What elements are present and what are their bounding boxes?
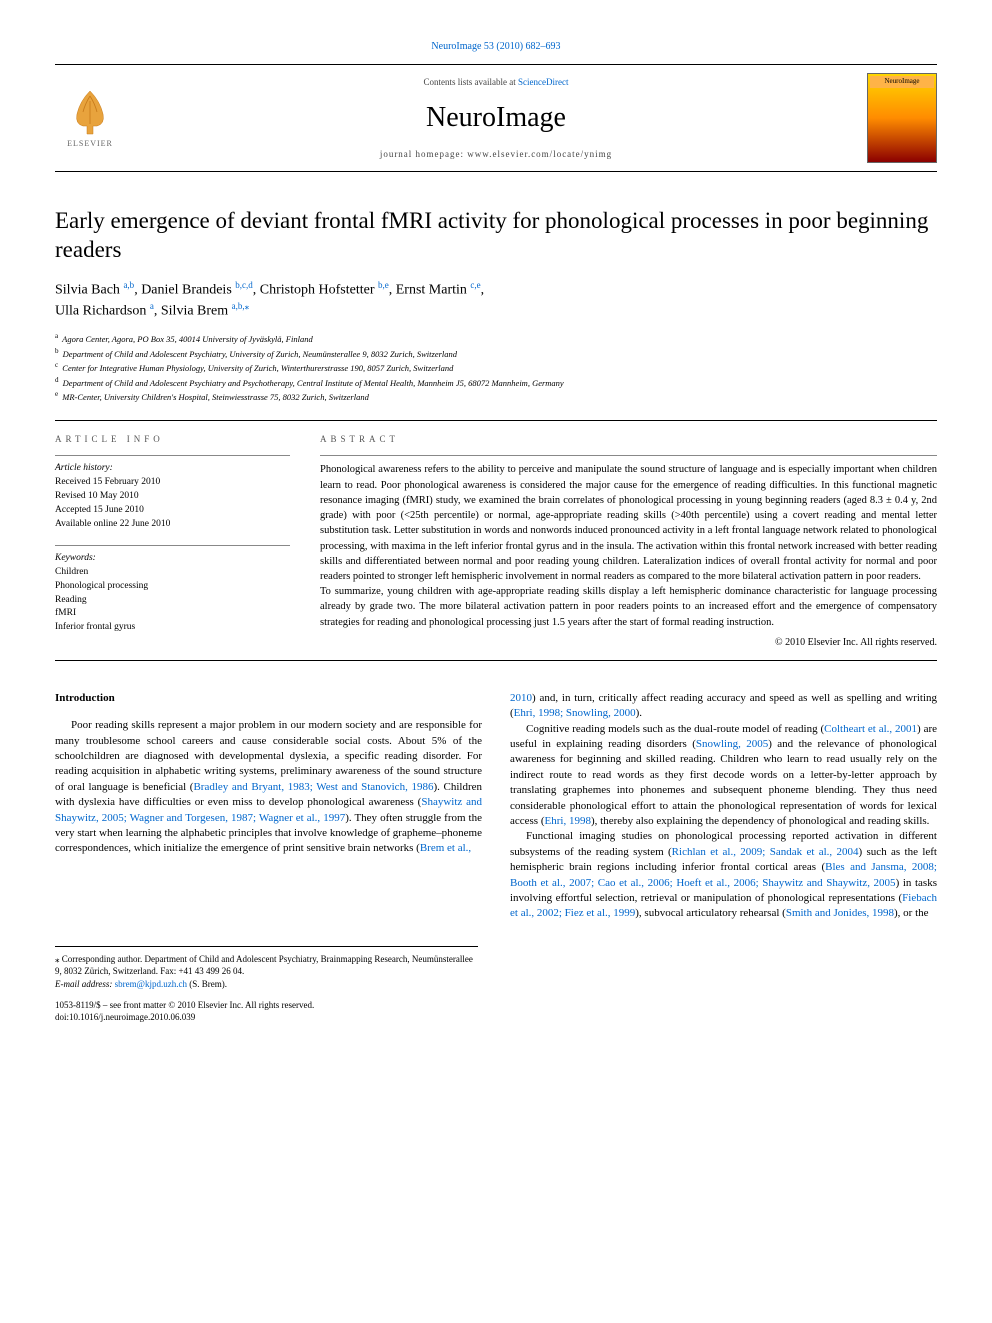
corresponding-mark[interactable]: ⁎	[245, 301, 250, 311]
intro-section: Introduction Poor reading skills represe…	[55, 691, 937, 922]
footer-note: ⁎ Corresponding author. Department of Ch…	[55, 946, 478, 1024]
text: ).	[636, 707, 642, 719]
history-revised: Revised 10 May 2010	[55, 490, 290, 504]
author: Daniel Brandeis	[141, 282, 232, 297]
author: Christoph Hofstetter	[260, 282, 375, 297]
aff-key: c	[55, 361, 58, 369]
intro-p2: Cognitive reading models such as the dua…	[510, 722, 937, 830]
journal-header: ELSEVIER Contents lists available at Sci…	[55, 64, 937, 172]
affiliation-row: d Department of Child and Adolescent Psy…	[55, 375, 937, 390]
abstract-text: Phonological awareness refers to the abi…	[320, 455, 937, 629]
text: ), subvocal articulatory rehearsal (	[635, 907, 786, 919]
affiliation-row: e MR-Center, University Children's Hospi…	[55, 389, 937, 404]
affiliation-row: c Center for Integrative Human Physiolog…	[55, 360, 937, 375]
keyword: Children	[55, 566, 290, 580]
citation-link[interactable]: Ehri, 1998	[545, 815, 591, 827]
affiliation-row: b Department of Child and Adolescent Psy…	[55, 346, 937, 361]
author-aff[interactable]: b,e	[378, 280, 389, 290]
sciencedirect-link[interactable]: ScienceDirect	[518, 77, 568, 87]
author-aff[interactable]: a,b	[123, 280, 134, 290]
aff-key: d	[55, 376, 59, 384]
intro-p1: Poor reading skills represent a major pr…	[55, 718, 482, 857]
keywords-block: Keywords: Children Phonological processi…	[55, 545, 290, 635]
citation-link[interactable]: 2010	[510, 692, 532, 704]
journal-cover-thumb: NeuroImage	[867, 73, 937, 163]
affiliations: a Agora Center, Agora, PO Box 35, 40014 …	[55, 331, 937, 404]
article-title: Early emergence of deviant frontal fMRI …	[55, 207, 937, 265]
author: Ernst Martin	[396, 282, 467, 297]
text: ) and the relevance of phonological awar…	[510, 738, 937, 827]
text: ), thereby also explaining the dependenc…	[591, 815, 929, 827]
elsevier-label: ELSEVIER	[67, 138, 113, 149]
keyword: Phonological processing	[55, 580, 290, 594]
email-line: E-mail address: sbrem@kjpd.uzh.ch (S. Br…	[55, 978, 478, 991]
keyword: Inferior frontal gyrus	[55, 621, 290, 635]
citation-link[interactable]: Brem et al.,	[420, 842, 471, 854]
author-aff[interactable]: a,b,	[232, 301, 245, 311]
aff-key: a	[55, 332, 58, 340]
doi-line: doi:10.1016/j.neuroimage.2010.06.039	[55, 1011, 478, 1024]
abstract-label: ABSTRACT	[320, 433, 937, 446]
info-abstract-row: ARTICLE INFO Article history: Received 1…	[55, 433, 937, 650]
history-block: Article history: Received 15 February 20…	[55, 455, 290, 531]
divider	[55, 660, 937, 661]
elsevier-logo: ELSEVIER	[55, 78, 125, 158]
email-label: E-mail address:	[55, 979, 115, 989]
homepage-line: journal homepage: www.elsevier.com/locat…	[125, 148, 867, 161]
aff-text: Department of Child and Adolescent Psych…	[63, 348, 457, 358]
citation-link[interactable]: Ehri, 1998; Snowling, 2000	[514, 707, 636, 719]
intro-p1-cont: 2010) and, in turn, critically affect re…	[510, 691, 937, 722]
author: Ulla Richardson	[55, 303, 146, 318]
author-aff[interactable]: b,c,d	[235, 280, 253, 290]
author: Silvia Brem	[161, 303, 228, 318]
article-info-col: ARTICLE INFO Article history: Received 1…	[55, 433, 290, 650]
aff-text: Agora Center, Agora, PO Box 35, 40014 Un…	[62, 334, 313, 344]
email-link[interactable]: sbrem@kjpd.uzh.ch	[115, 979, 187, 989]
abstract-col: ABSTRACT Phonological awareness refers t…	[320, 433, 937, 650]
history-received: Received 15 February 2010	[55, 476, 290, 490]
aff-text: MR-Center, University Children's Hospita…	[62, 392, 369, 402]
citation-link[interactable]: Coltheart et al., 2001	[824, 723, 917, 735]
abstract-copyright: © 2010 Elsevier Inc. All rights reserved…	[320, 636, 937, 650]
header-center: Contents lists available at ScienceDirec…	[125, 76, 867, 160]
history-online: Available online 22 June 2010	[55, 518, 290, 532]
keyword: fMRI	[55, 607, 290, 621]
text: ), or the	[894, 907, 929, 919]
intro-heading: Introduction	[55, 691, 482, 706]
aff-key: b	[55, 347, 59, 355]
citation-link[interactable]: Bradley and Bryant, 1983; West and Stano…	[193, 781, 433, 793]
article-info-label: ARTICLE INFO	[55, 433, 290, 446]
aff-text: Center for Integrative Human Physiology,…	[62, 363, 453, 373]
journal-citation-link[interactable]: NeuroImage 53 (2010) 682–693	[55, 40, 937, 54]
aff-key: e	[55, 390, 58, 398]
text: Cognitive reading models such as the dua…	[526, 723, 824, 735]
author: Silvia Bach	[55, 282, 120, 297]
cover-thumb-label: NeuroImage	[870, 76, 934, 88]
aff-text: Department of Child and Adolescent Psych…	[63, 378, 564, 388]
elsevier-tree-icon	[65, 86, 115, 136]
page-container: NeuroImage 53 (2010) 682–693 ELSEVIER Co…	[0, 0, 992, 1054]
contents-line: Contents lists available at ScienceDirec…	[125, 76, 867, 89]
email-suffix: (S. Brem).	[187, 979, 227, 989]
citation-link[interactable]: Smith and Jonides, 1998	[786, 907, 894, 919]
citation-link[interactable]: Richlan et al., 2009; Sandak et al., 200…	[672, 846, 859, 858]
keyword: Reading	[55, 594, 290, 608]
citation-link[interactable]: Snowling, 2005	[696, 738, 768, 750]
author-aff[interactable]: a	[150, 301, 154, 311]
contents-prefix: Contents lists available at	[424, 77, 518, 87]
author-aff[interactable]: c,e	[470, 280, 480, 290]
divider	[55, 420, 937, 421]
affiliation-row: a Agora Center, Agora, PO Box 35, 40014 …	[55, 331, 937, 346]
authors-list: Silvia Bach a,b, Daniel Brandeis b,c,d, …	[55, 279, 937, 322]
history-label: Article history:	[55, 462, 290, 476]
keywords-label: Keywords:	[55, 552, 290, 566]
body-columns: Introduction Poor reading skills represe…	[55, 691, 937, 922]
intro-p3: Functional imaging studies on phonologic…	[510, 829, 937, 921]
corresponding-author-note: ⁎ Corresponding author. Department of Ch…	[55, 953, 478, 978]
issn-line: 1053-8119/$ – see front matter © 2010 El…	[55, 999, 478, 1012]
history-accepted: Accepted 15 June 2010	[55, 504, 290, 518]
journal-name: NeuroImage	[125, 98, 867, 137]
